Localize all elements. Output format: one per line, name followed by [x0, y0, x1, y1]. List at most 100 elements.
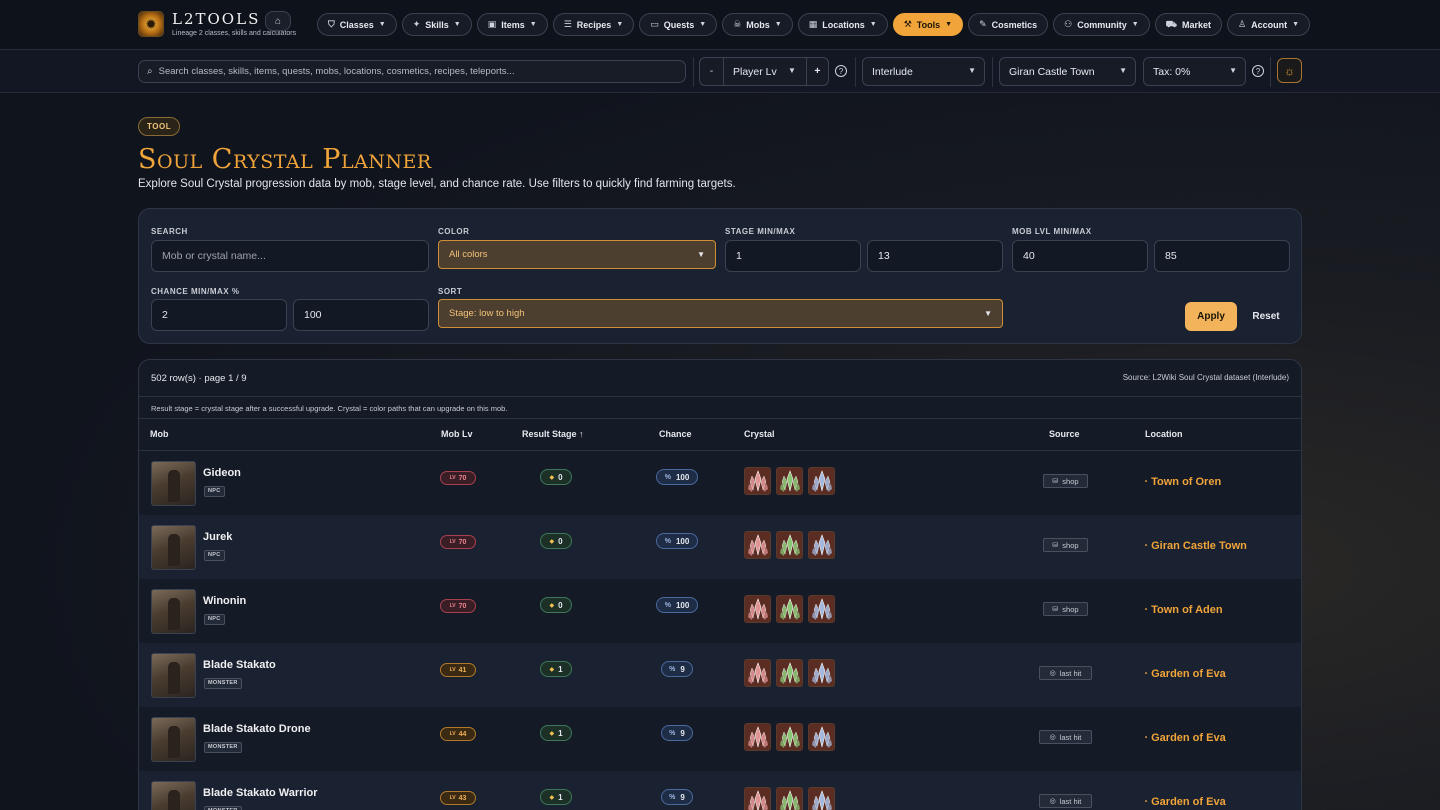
help-icon[interactable]: ? — [1252, 65, 1264, 77]
player-level-select[interactable]: Player Lv — [733, 65, 777, 78]
blue-crystal-icon[interactable] — [808, 595, 835, 623]
red-crystal-icon[interactable] — [744, 787, 771, 810]
mob-name[interactable]: Blade Stakato Drone — [203, 723, 311, 735]
apply-button[interactable]: Apply — [1185, 302, 1237, 331]
green-crystal-icon[interactable] — [776, 467, 803, 495]
mob-level-max-input[interactable] — [1154, 240, 1290, 272]
nav-market[interactable]: ⛟ Market — [1154, 13, 1222, 36]
blue-crystal-icon[interactable] — [808, 659, 835, 687]
shop-icon: ⛁ — [1052, 606, 1059, 613]
location-dot-icon: • — [1145, 479, 1148, 485]
mob-search-input[interactable] — [151, 240, 429, 272]
table-row[interactable]: Winonin NPC LV 70 ◆ 0 % 100 — [139, 579, 1301, 643]
blue-crystal-icon[interactable] — [808, 787, 835, 810]
logo[interactable]: ✹ L2TOOLS Lineage 2 classes, skills and … — [138, 11, 296, 37]
table-row[interactable]: Jurek NPC LV 70 ◆ 0 % 100 — [139, 515, 1301, 579]
home-button[interactable]: ⌂ — [265, 11, 291, 31]
red-crystal-icon[interactable] — [744, 723, 771, 751]
red-crystal-icon[interactable] — [744, 659, 771, 687]
column-header-mob[interactable]: Mob — [150, 429, 169, 439]
color-select[interactable]: All colors ▼ — [438, 240, 716, 269]
nav-account[interactable]: ♙ Account ▼ — [1227, 13, 1311, 36]
town-select[interactable]: Giran Castle Town ▼ — [999, 57, 1136, 86]
green-crystal-icon[interactable] — [776, 595, 803, 623]
location-link[interactable]: • Town of Oren — [1145, 476, 1221, 488]
sort-select[interactable]: Stage: low to high ▼ — [438, 299, 1003, 328]
mob-name[interactable]: Blade Stakato Warrior — [203, 787, 318, 799]
tax-value: Tax: 0% — [1153, 65, 1191, 78]
mob-name[interactable]: Gideon — [203, 467, 241, 479]
blue-crystal-icon[interactable] — [808, 723, 835, 751]
global-search-input[interactable] — [158, 66, 659, 77]
red-crystal-icon[interactable] — [744, 467, 771, 495]
nav-label: Community — [1077, 19, 1127, 30]
green-crystal-icon[interactable] — [776, 723, 803, 751]
table-row[interactable]: Gideon NPC LV 70 ◆ 0 % 100 — [139, 451, 1301, 515]
location-value: Giran Castle Town — [1151, 540, 1247, 552]
stage-max-input[interactable] — [867, 240, 1003, 272]
stage-min-input[interactable] — [725, 240, 861, 272]
location-value: Garden of Eva — [1151, 796, 1226, 808]
cart-icon: ⛟ — [1165, 18, 1177, 29]
blue-crystal-icon[interactable] — [808, 531, 835, 559]
nav-quests[interactable]: ▭ Quests ▼ — [639, 13, 718, 36]
location-link[interactable]: • Giran Castle Town — [1145, 540, 1247, 552]
column-header-crystal[interactable]: Crystal — [744, 429, 775, 439]
nav-tools[interactable]: ⚒ Tools ▼ — [892, 13, 964, 36]
table-row[interactable]: Blade Stakato MONSTER LV 41 ◆ 1 % 9 — [139, 643, 1301, 707]
user-icon: ♙ — [1238, 19, 1247, 29]
mob-name[interactable]: Blade Stakato — [203, 659, 276, 671]
results-source: Source: L2Wiki Soul Crystal dataset (Int… — [1122, 373, 1289, 382]
level-increase-button[interactable]: + — [806, 58, 828, 85]
location-link[interactable]: • Garden of Eva — [1145, 796, 1226, 808]
location-link[interactable]: • Town of Aden — [1145, 604, 1223, 616]
location-link[interactable]: • Garden of Eva — [1145, 732, 1226, 744]
home-icon: ⌂ — [274, 15, 282, 27]
mob-name[interactable]: Winonin — [203, 595, 247, 607]
nav-label: Mobs — [746, 19, 770, 30]
percent-icon: % — [664, 473, 671, 481]
theme-toggle-button[interactable]: ☼ — [1277, 58, 1302, 83]
column-header-location[interactable]: Location — [1145, 429, 1183, 439]
column-header-chance[interactable]: Chance — [659, 429, 692, 439]
mob-level-min-input[interactable] — [1012, 240, 1148, 272]
nav-community[interactable]: ⚇ Community ▼ — [1053, 13, 1150, 36]
chevron-down-icon: ▼ — [1229, 66, 1237, 75]
red-crystal-icon[interactable] — [744, 531, 771, 559]
table-row[interactable]: Blade Stakato Warrior MONSTER LV 43 ◆ 1 … — [139, 771, 1301, 810]
green-crystal-icon[interactable] — [776, 787, 803, 810]
nav-recipes[interactable]: ☰ Recipes ▼ — [552, 13, 635, 36]
column-header-mob-lv[interactable]: Mob Lv — [441, 429, 473, 439]
location-link[interactable]: • Garden of Eva — [1145, 668, 1226, 680]
column-header-result-stage[interactable]: Result Stage ↑ — [522, 429, 584, 439]
level-decrease-button[interactable]: - — [700, 58, 724, 85]
nav-cosmetics[interactable]: ✎ Cosmetics — [968, 13, 1049, 36]
column-header-source[interactable]: Source — [1049, 429, 1080, 439]
target-icon: ◎ — [1049, 734, 1056, 741]
percent-icon: % — [664, 601, 671, 609]
chance-max-input[interactable] — [293, 299, 429, 331]
global-search[interactable]: ⌕ — [138, 60, 686, 83]
reset-button[interactable]: Reset — [1252, 311, 1280, 322]
chronicle-select[interactable]: Interlude ▼ — [862, 57, 985, 86]
main-nav: ⛉ Classes ▼ ✦ Skills ▼ ▣ Items ▼ ☰ Recipes ▼ ▭ Quests… — [317, 13, 1311, 36]
nav-locations[interactable]: ▦ Locations ▼ — [797, 13, 888, 36]
nav-items[interactable]: ▣ Items ▼ — [476, 13, 548, 36]
mob-name[interactable]: Jurek — [203, 531, 233, 543]
nav-classes[interactable]: ⛉ Classes ▼ — [317, 13, 397, 36]
table-row[interactable]: Blade Stakato Drone MONSTER LV 44 ◆ 1 % … — [139, 707, 1301, 771]
nav-mobs[interactable]: ☠ Mobs ▼ — [722, 13, 793, 36]
percent-icon: % — [669, 665, 676, 673]
mob-level-value: 43 — [458, 794, 467, 802]
mob-portrait — [151, 653, 196, 698]
mob-level-badge: LV 70 — [440, 471, 476, 485]
nav-skills[interactable]: ✦ Skills ▼ — [401, 13, 472, 36]
green-crystal-icon[interactable] — [776, 659, 803, 687]
table-header: Mob Mob Lv Result Stage ↑ Chance Crystal… — [139, 419, 1301, 451]
blue-crystal-icon[interactable] — [808, 467, 835, 495]
green-crystal-icon[interactable] — [776, 531, 803, 559]
help-icon[interactable]: ? — [835, 65, 847, 77]
red-crystal-icon[interactable] — [744, 595, 771, 623]
tax-select[interactable]: Tax: 0% ▼ — [1143, 57, 1246, 86]
chance-min-input[interactable] — [151, 299, 287, 331]
